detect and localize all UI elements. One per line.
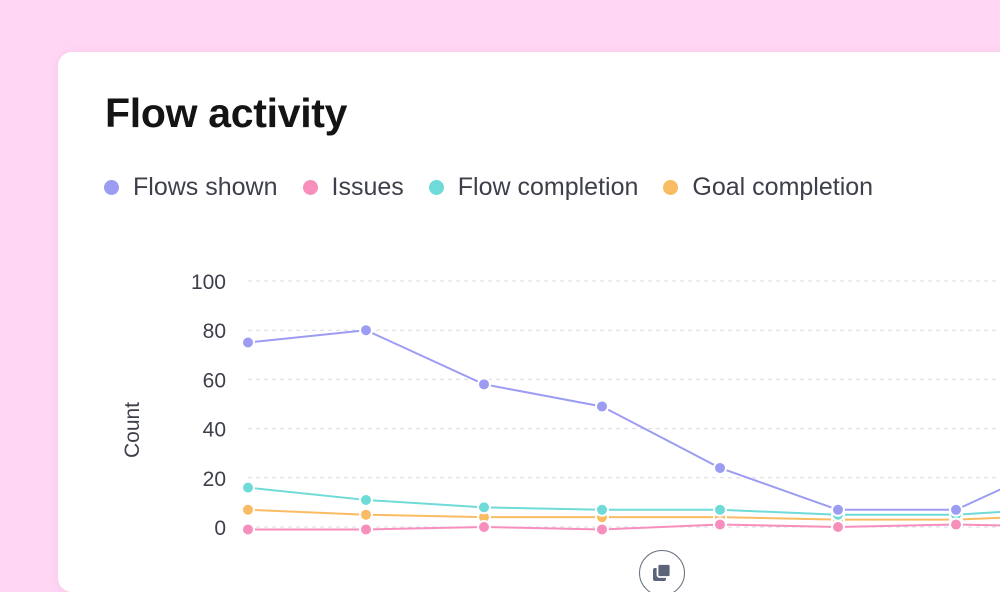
y-tick-label: 20 [203, 468, 226, 491]
data-point[interactable] [595, 399, 609, 414]
data-point[interactable] [949, 517, 963, 532]
legend-item[interactable]: Issues [302, 173, 404, 202]
data-point[interactable] [713, 517, 727, 532]
legend-swatch [428, 180, 444, 195]
y-tick-label: 0 [214, 517, 226, 540]
data-point[interactable] [359, 522, 373, 537]
data-point[interactable] [241, 480, 255, 495]
data-point[interactable] [477, 520, 491, 534]
legend-item[interactable]: Goal completion [663, 173, 873, 202]
data-point[interactable] [359, 492, 373, 507]
series-group [241, 517, 1000, 537]
line-chart: 0 20 40 60 80 100 Count [121, 271, 1000, 540]
series-line [248, 523, 1000, 531]
y-axis-label: Count [121, 402, 144, 458]
data-point[interactable] [241, 335, 255, 350]
legend-item[interactable]: Flow completion [428, 173, 639, 202]
data-point[interactable] [713, 460, 727, 475]
data-point[interactable] [241, 522, 255, 537]
data-point[interactable] [949, 502, 963, 517]
copy-badge-button[interactable] [639, 550, 685, 592]
data-point[interactable] [477, 500, 491, 515]
y-tick-label: 100 [191, 271, 226, 294]
data-point[interactable] [359, 507, 373, 522]
y-tick-label: 60 [203, 369, 226, 392]
series-line [247, 508, 1000, 521]
chart-grid [248, 280, 1000, 528]
series-line [247, 329, 1000, 511]
legend-label: Issues [331, 173, 404, 201]
series-group [241, 323, 1000, 517]
data-point[interactable] [595, 522, 609, 537]
legend-swatch [663, 180, 679, 195]
legend-label: Flows shown [133, 173, 278, 201]
legend-swatch [104, 180, 119, 195]
data-point[interactable] [359, 323, 373, 338]
data-point[interactable] [831, 502, 845, 517]
y-tick-label: 40 [203, 419, 226, 442]
chart-legend: Flows shown Issues Flow completion Goal com… [104, 173, 898, 202]
flow-activity-card: Flow activity Flows shown Issues Flow comp… [58, 52, 1000, 592]
data-point[interactable] [713, 502, 727, 517]
data-point[interactable] [831, 520, 845, 534]
legend-label: Goal completion [692, 173, 874, 201]
y-axis-ticks: 0 20 40 60 80 100 [191, 271, 226, 540]
chart-series [241, 323, 1000, 537]
legend-label: Flow completion [457, 173, 639, 201]
data-point[interactable] [477, 377, 491, 392]
y-tick-label: 80 [203, 320, 226, 343]
legend-swatch [302, 180, 318, 195]
series-line [247, 486, 1000, 516]
data-point[interactable] [241, 502, 255, 517]
card-title: Flow activity [105, 90, 348, 136]
copy-icon [653, 563, 672, 581]
legend-item[interactable]: Flows shown [104, 173, 278, 202]
data-point[interactable] [595, 502, 609, 517]
